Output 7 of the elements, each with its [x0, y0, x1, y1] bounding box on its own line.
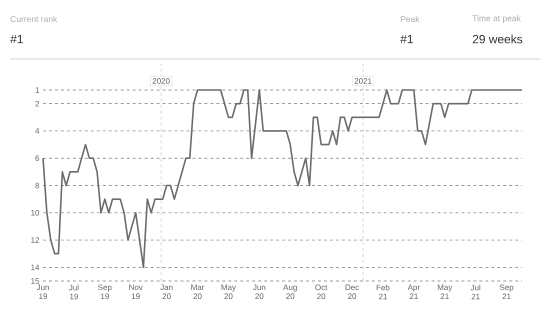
text: 29 weeks [472, 34, 522, 44]
line-series [42, 89, 523, 268]
text: #1 [10, 34, 23, 44]
text: Current rank [10, 16, 58, 22]
text: Peak [400, 16, 420, 22]
text: Time at peak [472, 15, 521, 23]
text: #1 [400, 34, 413, 44]
